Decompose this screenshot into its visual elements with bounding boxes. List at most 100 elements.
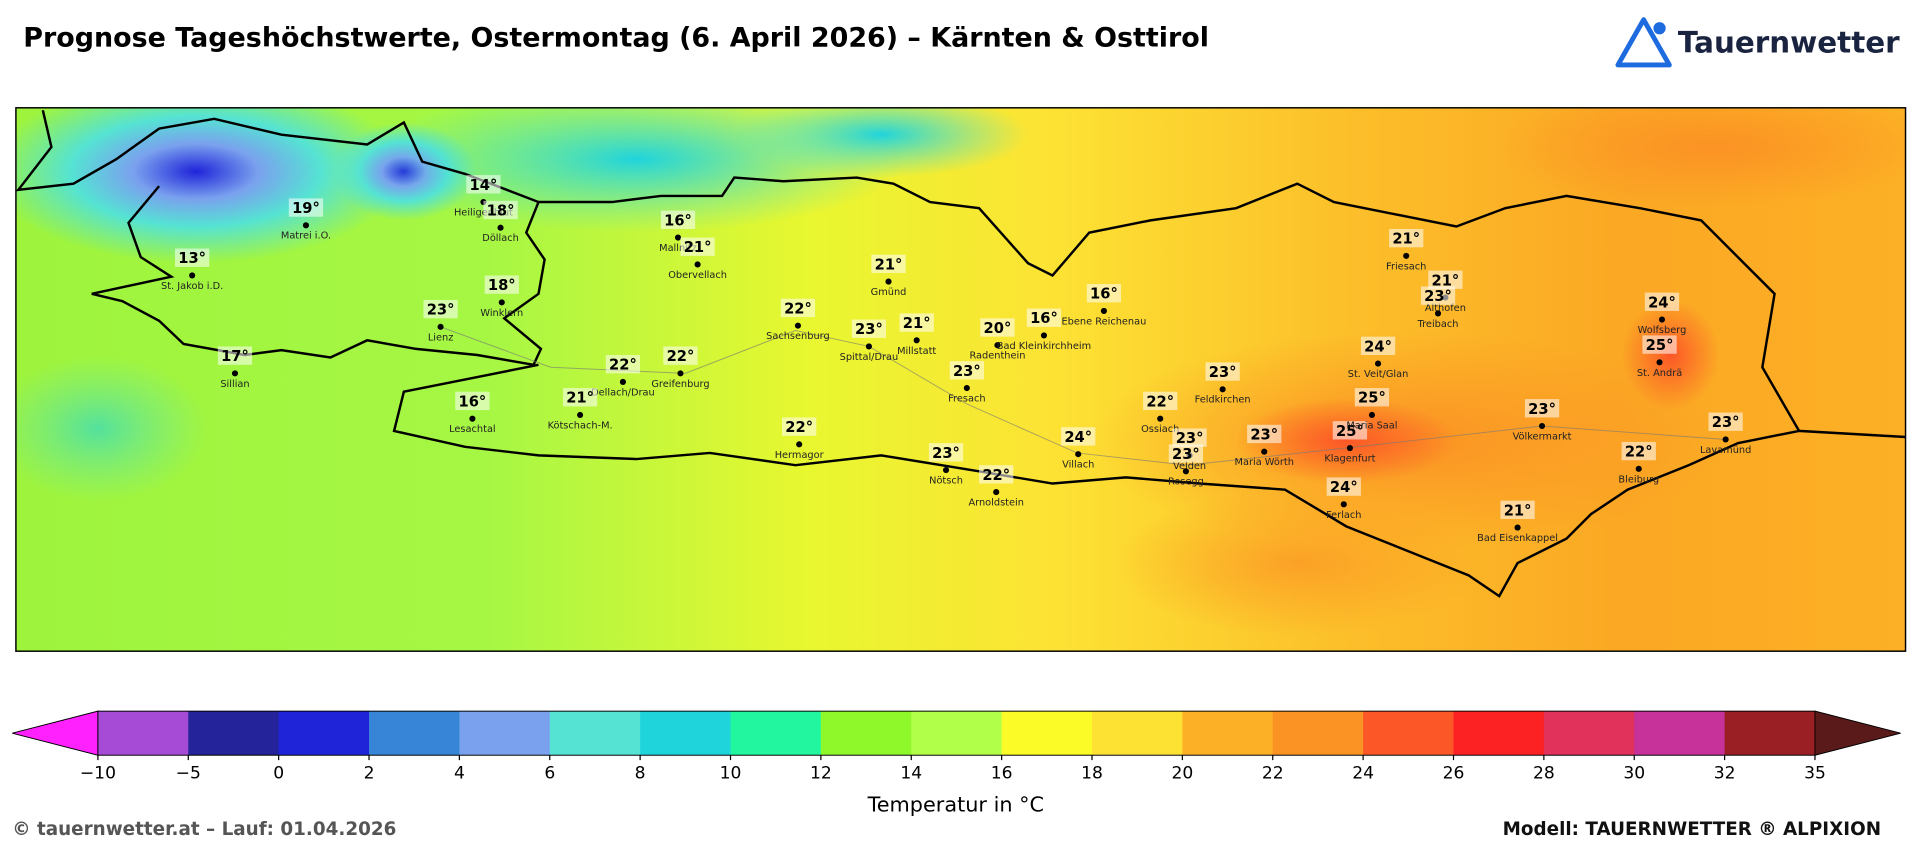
city-name: Lesachtal [449, 424, 496, 435]
city-temperature: 22° [982, 467, 1010, 484]
label-background [1642, 335, 1677, 354]
city-dot [231, 370, 239, 377]
label-background [455, 391, 490, 411]
colorbar-tick-label: 4 [454, 763, 465, 783]
label-background [1428, 270, 1463, 289]
footer-left: © tauernwetter.at – Lauf: 01.04.2026 [12, 819, 396, 840]
colorbar-segment [549, 711, 641, 756]
label-background [1026, 308, 1062, 327]
field [734, 107, 1028, 178]
city-dot [865, 343, 872, 350]
label-background [1360, 336, 1396, 356]
city-temperature: 16° [1030, 310, 1058, 327]
city: 16° Bad Kleinkirchheim [997, 308, 1091, 352]
label-background [1500, 500, 1535, 520]
city-temperature: 18° [487, 202, 515, 219]
label-background [1086, 284, 1122, 303]
city-temperature: 21° [684, 239, 712, 256]
city: 22° Arnoldstein [968, 465, 1024, 509]
city-temperature: 22° [1625, 444, 1653, 461]
logo: Tauernwetter [1615, 17, 1900, 68]
field [1113, 489, 1481, 637]
label-background [1354, 388, 1390, 407]
logo-text: Tauernwetter [1678, 26, 1900, 60]
city: 23° Treibach [1417, 286, 1458, 330]
label-background [605, 355, 641, 374]
city-name: Spittal/Drau [840, 352, 899, 363]
city-temperature: 23° [427, 302, 455, 319]
city-temperature: 17° [221, 348, 249, 365]
city-name: Radenthein [969, 351, 1025, 362]
city-temperature: 21° [566, 390, 594, 407]
city-temperature: 16° [459, 393, 487, 410]
city: 21° Friesach [1386, 228, 1426, 272]
label-background [1143, 391, 1178, 411]
colorbar-segment [1724, 711, 1816, 756]
city-temperature: 21° [1431, 272, 1459, 289]
city: 23° Lienz [423, 299, 458, 343]
colorbar-segment [820, 711, 912, 756]
city-temperature: 21° [875, 256, 903, 273]
field [1493, 107, 1906, 209]
city-temperature: 23° [855, 321, 883, 338]
city: 25° St. Andrä [1637, 335, 1682, 379]
city-name: Sillian [220, 379, 249, 390]
city-dot [302, 222, 310, 229]
colorbar-label: Temperatur in °C [867, 793, 1044, 817]
city-name: Velden [1173, 461, 1206, 472]
city: 19° Matrei i.O. [281, 198, 331, 242]
colorbar-tick-label: 14 [900, 763, 922, 783]
city: 18° Döllach [482, 200, 519, 244]
colorbar-segment [369, 711, 461, 756]
colorbar-tick-label: −5 [176, 763, 201, 783]
label-background [562, 388, 598, 407]
city-temperature: 25° [1336, 423, 1364, 440]
city: 21° Bad Eisenkappel [1477, 500, 1558, 544]
city-name: Feldkirchen [1195, 395, 1251, 406]
city-name: Althofen [1425, 303, 1466, 314]
city: 21° Obervellach [668, 237, 727, 281]
city-dot [1635, 465, 1642, 472]
label-background [851, 319, 887, 338]
colorbar-tick-label: 35 [1804, 763, 1826, 783]
city-dot [1514, 524, 1521, 531]
colorbar-segment [1363, 711, 1455, 756]
city-temperature: 23° [953, 363, 981, 380]
colorbar-segment [1182, 711, 1274, 756]
city-temperature: 22° [1146, 393, 1174, 410]
city: 24° St. Veit/Glan [1348, 336, 1408, 380]
city-dot [1346, 444, 1353, 452]
city-name: Völkermarkt [1513, 431, 1572, 442]
city-dot [963, 385, 970, 392]
city-temperature: 22° [609, 357, 637, 374]
city: 20° Radenthein [969, 318, 1025, 362]
city: 25° Klagenfurt [1324, 421, 1376, 464]
logo-icon [1615, 17, 1672, 68]
city-dot [1075, 451, 1082, 458]
city: 22° Ossiach [1141, 391, 1179, 435]
city-dot [694, 261, 701, 268]
city: 23° Maria Wörth [1235, 424, 1294, 468]
city-dot [1656, 359, 1663, 366]
label-background [660, 210, 696, 229]
colorbar-segment [97, 711, 189, 756]
city-temperature: 21° [1392, 231, 1420, 248]
map-frame [15, 107, 1907, 652]
city-dot [796, 441, 803, 448]
label-background [466, 175, 501, 194]
city-name: Millstatt [897, 346, 936, 357]
city-dot [1157, 415, 1164, 422]
city-dot [794, 322, 802, 329]
city-name: Ossiach [1141, 424, 1179, 435]
city-temperature: 24° [1330, 479, 1358, 496]
colorbar-segment [640, 711, 732, 756]
colorbar-tick-label: 16 [991, 763, 1013, 783]
label-background [175, 248, 210, 267]
city-name: Ferlach [1326, 510, 1361, 521]
city-name: Mallnitz [659, 243, 697, 254]
logo-dot [1653, 22, 1666, 35]
label-background [217, 346, 253, 365]
city: 22° Dellach/Drau [591, 355, 655, 398]
city-name: Wolfsberg [1638, 325, 1687, 336]
